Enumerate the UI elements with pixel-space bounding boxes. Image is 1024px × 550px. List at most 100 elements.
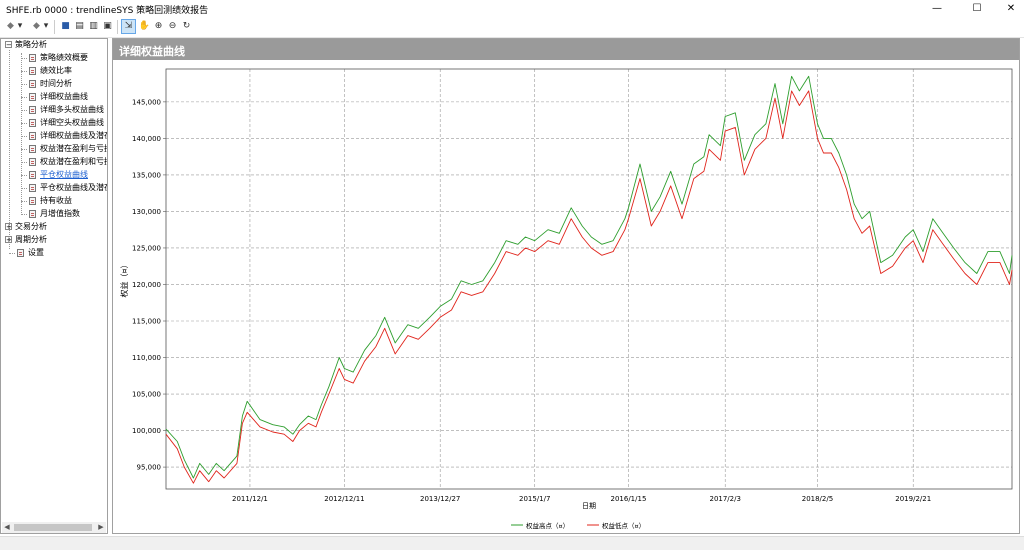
chart-grid <box>166 69 1012 489</box>
tree-item-trade-analysis[interactable]: + 交易分析 <box>5 221 47 233</box>
plot-frame <box>165 68 1013 490</box>
y-tick-label: 110,000 <box>132 354 161 362</box>
x-tick-label: 2011/12/1 <box>232 495 268 503</box>
tree-connector <box>9 253 15 254</box>
tree-connector <box>21 97 27 98</box>
toolbar-separator <box>117 20 118 34</box>
collapse-icon[interactable]: − <box>5 41 12 49</box>
expand-icon[interactable]: + <box>5 223 12 231</box>
tree-item-holding-return[interactable]: 持有收益 <box>21 195 72 207</box>
tree-connector <box>21 110 27 111</box>
report-icon <box>29 53 36 62</box>
tree-item-monthly-index[interactable]: 月增值指数 <box>21 208 80 220</box>
report-icon <box>29 118 36 127</box>
tree-connector <box>21 175 27 176</box>
x-tick-label: 2012/12/11 <box>324 495 364 503</box>
tree-connector <box>21 123 27 124</box>
tree-item-label: 策略分析 <box>15 40 47 49</box>
y-tick-label: 105,000 <box>132 391 161 399</box>
series-line-high <box>165 75 1013 479</box>
report-icon <box>29 170 36 179</box>
refresh-icon[interactable]: ↻ <box>182 21 191 31</box>
zoom-out-icon[interactable]: ⊖ <box>168 21 177 31</box>
scrollbar-thumb[interactable] <box>14 524 92 531</box>
tree-item-label: 详细空头权益曲线 <box>40 118 104 127</box>
report-icon <box>29 79 36 88</box>
x-tick-label: 2018/2/5 <box>802 495 833 503</box>
tree-item-equity-potential[interactable]: 详细权益曲线及潜在 <box>21 130 108 142</box>
tree-item-label: 详细权益曲线 <box>40 92 88 101</box>
hand-icon[interactable]: ✋ <box>138 21 151 31</box>
x-tick-label: 2017/2/3 <box>709 495 740 503</box>
tree-connector <box>21 84 27 85</box>
expand-icon[interactable]: + <box>5 236 12 244</box>
tree-item-closed-equity-potential[interactable]: 平仓权益曲线及潜在 <box>21 182 108 194</box>
tree-item-label: 月增值指数 <box>40 209 80 218</box>
report-panel: 详细权益曲线 95,000 100,000 105,000 110,000 115,00… <box>112 38 1020 534</box>
view-icon[interactable]: ▣ <box>103 21 112 31</box>
y-tick-label: 125,000 <box>132 244 161 252</box>
y-axis-label: 权益（¤） <box>119 260 129 297</box>
tree-connector <box>21 149 27 150</box>
copy-icon[interactable]: ▤ <box>75 21 84 31</box>
tree-connector <box>21 214 27 215</box>
report-icon <box>29 183 36 192</box>
legend-item-low: 权益低点（¤） <box>602 521 645 530</box>
tree-connector <box>21 71 27 72</box>
x-tick-label: 2019/2/21 <box>895 495 931 503</box>
report-icon <box>29 196 36 205</box>
tree-item-label: 持有收益 <box>40 196 72 205</box>
pointer-icon[interactable]: ⇲ <box>121 19 136 34</box>
report-icon <box>29 157 36 166</box>
tree-item-ratios[interactable]: 绩效比率 <box>21 65 72 77</box>
tree-item-label: 详细权益曲线及潜在 <box>40 131 108 140</box>
report-icon <box>29 209 36 218</box>
tree-item-equity-curve[interactable]: 详细权益曲线 <box>21 91 88 103</box>
tree-item-settings[interactable]: 设置 <box>9 247 44 259</box>
x-tick-label: 2016/1/15 <box>611 495 647 503</box>
equity-chart[interactable]: 95,000 100,000 105,000 110,000 115,000 120,00… <box>113 61 1019 533</box>
status-bar <box>0 536 1024 550</box>
tree-item-summary[interactable]: 策略绩效概要 <box>21 52 88 64</box>
tree-item-time-analysis[interactable]: 时间分析 <box>21 78 72 90</box>
forward-icon[interactable]: ◆ <box>33 21 40 31</box>
forward-dropdown-icon[interactable]: ▾ <box>43 21 49 31</box>
y-tick-label: 95,000 <box>137 464 162 472</box>
sidebar-horizontal-scrollbar[interactable]: ◀ ▶ <box>2 522 106 533</box>
close-button[interactable]: ✕ <box>1006 3 1016 14</box>
scroll-left-icon[interactable]: ◀ <box>4 523 10 531</box>
tree-connector <box>21 162 27 163</box>
save-icon[interactable]: ■ <box>61 21 70 31</box>
toolbar-separator <box>54 20 55 34</box>
tree-item-label: 绩效比率 <box>40 66 72 75</box>
back-icon[interactable]: ◆ <box>7 21 14 31</box>
report-icon <box>29 92 36 101</box>
toolbar: ◆ ▾ ◆ ▾ ■ ▤ ▥ ▣ ⇲ ✋ ⊕ ⊖ ↻ <box>0 17 1024 38</box>
print-icon[interactable]: ▥ <box>89 21 98 31</box>
tree-item-short-equity[interactable]: 详细空头权益曲线 <box>21 117 104 129</box>
tree-item-label: 平仓权益曲线及潜在 <box>40 183 108 192</box>
legend-item-high: 权益高点（¤） <box>526 521 569 530</box>
y-tick-label: 115,000 <box>132 318 161 326</box>
tree-item-label: 时间分析 <box>40 79 72 88</box>
tree-item-strategy-analysis[interactable]: − 策略分析 <box>5 39 47 51</box>
tree-item-potential-pnl[interactable]: 权益潜在盈利与亏损 <box>21 143 107 155</box>
minimize-button[interactable]: — <box>932 3 942 14</box>
y-axis-ticks: 95,000 100,000 105,000 110,000 115,000 120,00… <box>132 98 166 472</box>
scroll-right-icon[interactable]: ▶ <box>98 523 104 531</box>
tree-item-period-analysis[interactable]: + 周期分析 <box>5 234 47 246</box>
back-dropdown-icon[interactable]: ▾ <box>17 21 23 31</box>
maximize-button[interactable]: ☐ <box>972 3 982 14</box>
zoom-in-icon[interactable]: ⊕ <box>154 21 163 31</box>
tree-item-long-equity[interactable]: 详细多头权益曲线 <box>21 104 104 116</box>
x-tick-label: 2013/12/27 <box>420 495 460 503</box>
tree-item-closed-equity[interactable]: 平仓权益曲线 <box>21 169 88 181</box>
panel-header: 详细权益曲线 <box>113 39 1019 60</box>
x-tick-label: 2015/1/7 <box>519 495 550 503</box>
tree-connector <box>21 201 27 202</box>
sidebar-tree: − 策略分析 策略绩效概要 绩效比率 时间分析 详细权益曲线 详细多头权益曲线 详… <box>0 38 108 534</box>
x-axis-label: 日期 <box>582 502 596 510</box>
y-tick-label: 130,000 <box>132 208 161 216</box>
window-title: SHFE.rb 0000 : trendlineSYS 策略回测绩效报告 <box>6 6 209 16</box>
tree-item-potential-pnl-2[interactable]: 权益潜在盈利和亏损 <box>21 156 107 168</box>
